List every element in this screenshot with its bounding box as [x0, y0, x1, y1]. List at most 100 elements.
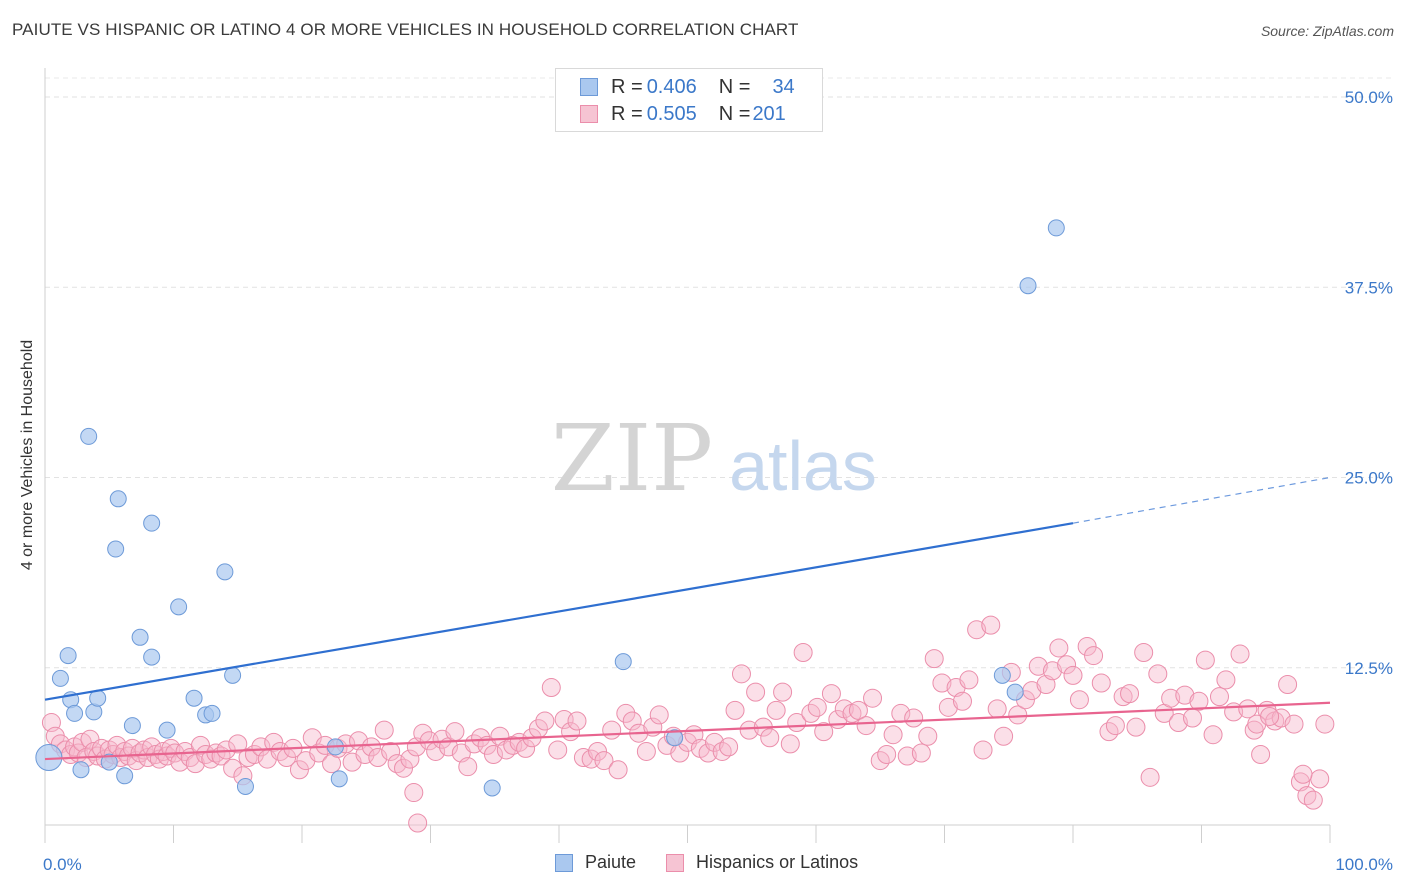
hispanic-point: [608, 760, 628, 780]
hispanic-point: [458, 757, 478, 777]
hispanic-point: [814, 722, 834, 742]
hispanic-point: [381, 741, 401, 761]
paiute-point: [224, 666, 242, 684]
hispanic-point: [1230, 644, 1250, 664]
y-tick-label: 37.5%: [1345, 278, 1393, 297]
legend-r-value: 0.505: [646, 102, 697, 125]
legend-r-label: R =: [611, 102, 643, 125]
y-tick-label: 25.0%: [1345, 469, 1393, 488]
paiute-point: [100, 753, 118, 771]
hispanic-point: [309, 743, 329, 763]
hispanic-point: [1008, 705, 1028, 725]
hispanic-point: [404, 783, 424, 803]
paiute-point: [216, 563, 234, 581]
legend-label-paiute: Paiute: [585, 852, 637, 872]
hispanic-point: [1126, 717, 1146, 737]
paiute-point: [614, 653, 632, 671]
hispanic-point: [848, 700, 868, 720]
hispanic-point: [773, 682, 793, 702]
hispanic-point: [877, 745, 897, 765]
hispanic-point: [719, 737, 739, 757]
paiute-point: [1047, 219, 1065, 237]
paiute-point: [59, 647, 77, 665]
paiute-point: [158, 721, 176, 739]
hispanic-point: [973, 740, 993, 760]
hispanic-point: [1134, 643, 1154, 663]
legend-r-label: R =: [611, 75, 643, 98]
hispanic-point: [1238, 699, 1258, 719]
hispanic-point: [863, 688, 883, 708]
legend-n-label: N =: [718, 75, 751, 98]
x-tick-label: 0.0%: [43, 855, 82, 874]
hispanic-point: [361, 737, 381, 757]
paiute-point: [107, 540, 125, 558]
hispanic-point: [1091, 673, 1111, 693]
hispanic-point: [400, 749, 420, 769]
hispanic-point: [548, 740, 568, 760]
y-tick-label: 50.0%: [1345, 88, 1393, 107]
hispanic-point: [445, 722, 465, 742]
hispanic-point: [649, 705, 669, 725]
watermark-atlas: atlas: [729, 427, 877, 505]
hispanic-point: [483, 745, 503, 765]
hispanic-point: [1148, 664, 1168, 684]
hispanic-point: [594, 751, 614, 771]
hispanic-point: [766, 700, 786, 720]
hispanic-point: [883, 725, 903, 745]
paiute-point: [131, 628, 149, 646]
hispanic-point: [616, 703, 636, 723]
paiute-point: [666, 729, 684, 747]
hispanic-point: [952, 691, 972, 711]
paiute-point: [1019, 277, 1037, 295]
paiute-swatch: [580, 78, 598, 96]
stats-legend: R = 0.406 N = 34 R = 0.505 N = 201: [555, 68, 823, 132]
hispanic-point: [1120, 684, 1140, 704]
hispanic-point: [1057, 655, 1077, 675]
legend-row-hispanic: R = 0.505 N = 201: [580, 102, 786, 126]
paiute-point: [66, 704, 84, 722]
hispanic-point: [1284, 714, 1304, 734]
watermark: ZIP atlas: [551, 405, 877, 512]
hispanic-point: [1168, 713, 1188, 733]
hispanic-point: [918, 726, 938, 746]
legend-r-value: 0.406: [646, 75, 697, 98]
paiute-point: [109, 490, 127, 508]
hispanic-point: [1310, 769, 1330, 789]
hispanic-point: [1140, 767, 1160, 787]
trend-lines: [44, 476, 1331, 761]
paiute-point: [203, 704, 221, 722]
hispanic-point: [938, 697, 958, 717]
hispanic-point: [1042, 661, 1062, 681]
hispanic-point: [739, 720, 759, 740]
hispanic-point: [1183, 708, 1203, 728]
hispanic-point: [1209, 687, 1229, 707]
paiute-point: [185, 689, 203, 707]
legend-item-paiute: Paiute: [555, 852, 636, 873]
paiute-point: [236, 777, 254, 795]
tick-labels: 12.5% 25.0% 37.5% 50.0% 0.0% 100.0%: [43, 88, 1393, 874]
hispanic-points: [41, 615, 1335, 833]
hispanic-point: [725, 700, 745, 720]
y-tick-label: 12.5%: [1345, 659, 1393, 678]
paiute-point: [1006, 683, 1024, 701]
hispanic-point: [368, 748, 388, 768]
legend-n-value: 201: [752, 102, 786, 125]
hispanic-point: [959, 670, 979, 690]
paiute-point: [993, 666, 1011, 684]
hispanic-point: [1189, 691, 1209, 711]
hispanic-point: [1175, 685, 1195, 705]
legend-label-hispanic: Hispanics or Latinos: [696, 852, 859, 872]
hispanic-point: [1293, 764, 1313, 784]
paiute-point: [483, 779, 501, 797]
paiute-point: [72, 761, 90, 779]
hispanic-point: [807, 697, 827, 717]
paiute-trend-line: [44, 522, 1074, 701]
hispanic-point: [1195, 650, 1215, 670]
series-legend: Paiute Hispanics or Latinos: [555, 852, 888, 873]
chart-title: PAIUTE VS HISPANIC OR LATINO 4 OR MORE V…: [12, 20, 799, 39]
paiute-point: [51, 669, 69, 687]
paiute-points: [35, 219, 1065, 797]
hispanic-point: [911, 743, 931, 763]
hispanic-point: [731, 664, 751, 684]
